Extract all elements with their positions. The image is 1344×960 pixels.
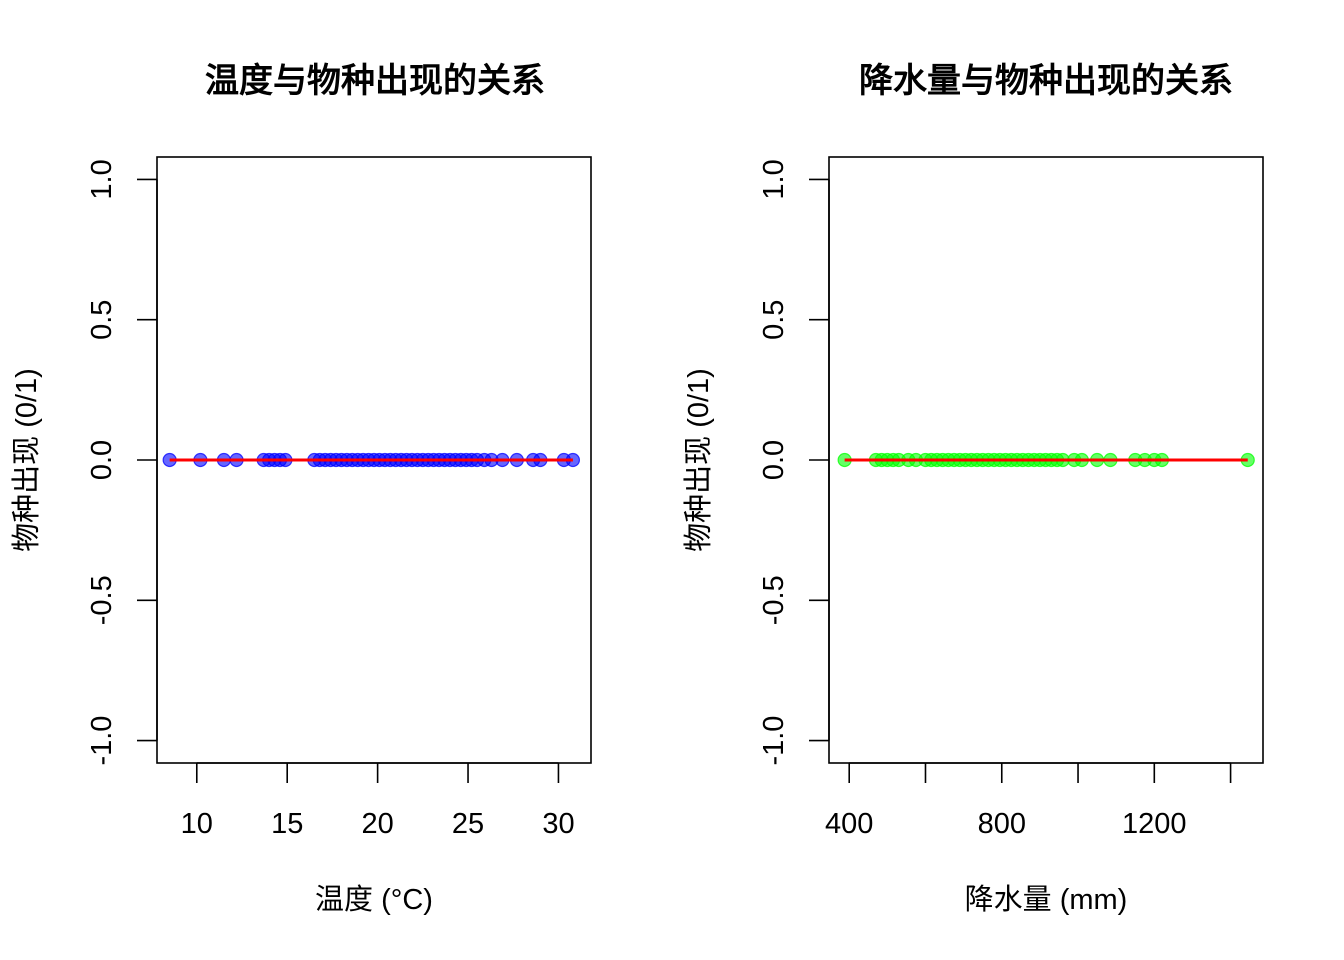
x-axis-label: 温度 (°C) <box>315 883 433 916</box>
x-ticks: 400 800 1200 <box>825 762 1232 840</box>
y-tick-label: -1.0 <box>86 716 118 766</box>
x-tick-label: 25 <box>452 808 484 840</box>
y-ticks: -1.0 -0.5 0.0 0.5 1.0 <box>86 159 158 766</box>
x-axis-label: 降水量 (mm) <box>965 883 1128 916</box>
x-tick-label: 1200 <box>1122 808 1187 840</box>
x-tick-label: 30 <box>542 808 574 840</box>
y-tick-label: -0.5 <box>86 575 118 625</box>
chart-title: 温度与物种出现的关系 <box>205 61 545 101</box>
temperature-panel: 温度与物种出现的关系 温度 (°C) 物种出现 (0/1) 10 15 20 25 30… <box>10 61 592 916</box>
y-tick-label: 0.0 <box>758 440 790 480</box>
chart-title: 降水量与物种出现的关系 <box>859 61 1233 101</box>
x-tick-label: 20 <box>361 808 393 840</box>
x-tick-label: 400 <box>825 808 873 840</box>
y-tick-label: 0.5 <box>86 300 118 340</box>
x-tick-label: 800 <box>978 808 1026 840</box>
y-tick-label: -0.5 <box>758 575 790 625</box>
y-tick-label: 0.0 <box>86 440 118 480</box>
y-tick-label: -1.0 <box>758 716 790 766</box>
y-tick-label: 0.5 <box>758 300 790 340</box>
y-axis-label: 物种出现 (0/1) <box>10 368 43 552</box>
y-ticks: -1.0 -0.5 0.0 0.5 1.0 <box>758 159 830 766</box>
y-tick-label: 1.0 <box>758 159 790 199</box>
x-tick-label: 10 <box>181 808 213 840</box>
x-ticks: 10 15 20 25 30 <box>181 762 575 840</box>
x-tick-label: 15 <box>271 808 303 840</box>
y-tick-label: 1.0 <box>86 159 118 199</box>
y-axis-label: 物种出现 (0/1) <box>682 368 715 552</box>
precipitation-panel: 降水量与物种出现的关系 降水量 (mm) 物种出现 (0/1) 400 800 12… <box>682 61 1264 916</box>
